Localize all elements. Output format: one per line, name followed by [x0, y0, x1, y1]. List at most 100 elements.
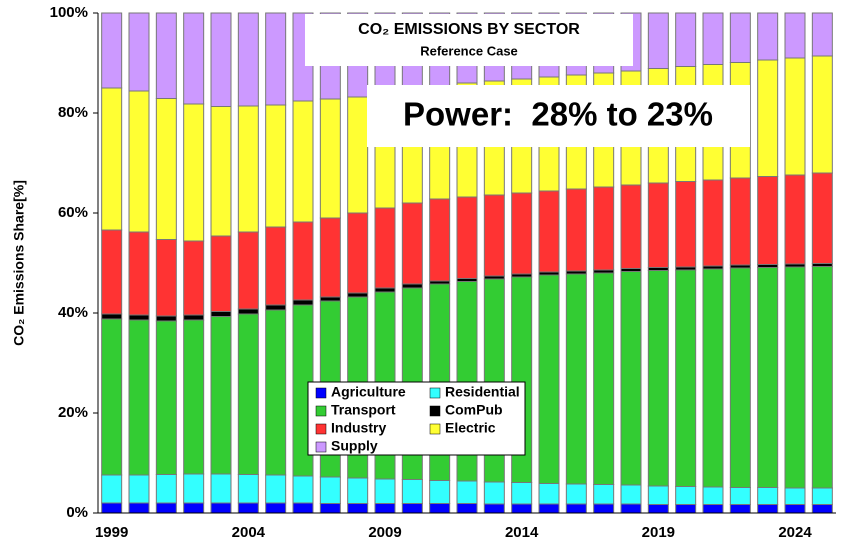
- bar-segment: [675, 269, 697, 487]
- bar-segment: [784, 266, 806, 489]
- bar-segment: [729, 12, 751, 63]
- bar-segment: [647, 504, 669, 514]
- bar-segment: [483, 481, 505, 505]
- bar-segment: [347, 292, 369, 298]
- y-tick-label: 80%: [58, 104, 88, 121]
- bar-segment: [429, 503, 451, 514]
- annotation: Power: 28% to 23%: [403, 96, 713, 133]
- bar-segment: [292, 475, 314, 504]
- bar-segment: [702, 268, 724, 488]
- bar-segment: [757, 59, 779, 177]
- bar-segment: [265, 474, 287, 504]
- bar-segment: [401, 503, 423, 514]
- bar-segment: [538, 274, 560, 484]
- bar-segment: [401, 283, 423, 289]
- bar-segment: [456, 480, 478, 504]
- x-tick-label: 2024: [778, 524, 812, 541]
- bar-segment: [292, 502, 314, 514]
- legend-swatch: [429, 387, 441, 399]
- bar-segment: [183, 240, 205, 316]
- bar-segment: [620, 484, 642, 505]
- bar-segment: [374, 478, 396, 504]
- bar-segment: [155, 474, 177, 504]
- bar-segment: [265, 309, 287, 476]
- bar-segment: [237, 231, 259, 310]
- legend-label: Agriculture: [331, 384, 406, 400]
- bar-segment: [511, 503, 533, 514]
- legend-swatch: [315, 441, 327, 453]
- bar-segment: [811, 12, 833, 57]
- bar-segment: [729, 487, 751, 505]
- bar-segment: [155, 320, 177, 475]
- bar-segment: [183, 103, 205, 242]
- bar-segment: [319, 296, 341, 302]
- bar-segment: [729, 177, 751, 266]
- legend-swatch: [315, 387, 327, 399]
- bar-segment: [483, 503, 505, 514]
- bar-segment: [319, 503, 341, 514]
- bar-segment: [265, 12, 287, 106]
- legend-swatch: [315, 405, 327, 417]
- bar-segment: [128, 474, 150, 504]
- bar-segment: [183, 12, 205, 105]
- bar-segment: [511, 192, 533, 275]
- x-tick-label: 2004: [232, 524, 266, 541]
- bar-segment: [757, 487, 779, 505]
- legend-label: Industry: [331, 420, 386, 436]
- bar-segment: [292, 221, 314, 301]
- bar-segment: [265, 104, 287, 228]
- title-box: [305, 14, 633, 66]
- bar-segment: [757, 176, 779, 265]
- bar-segment: [155, 239, 177, 317]
- bar-segment: [210, 473, 232, 504]
- bar-segment: [374, 503, 396, 514]
- legend-label: Supply: [331, 438, 378, 454]
- bar-segment: [784, 487, 806, 505]
- bar-segment: [101, 502, 123, 514]
- bar-segment: [647, 270, 669, 487]
- legend-swatch: [315, 423, 327, 435]
- bar-segment: [702, 179, 724, 267]
- bar-segment: [128, 90, 150, 233]
- y-tick-label: 60%: [58, 204, 88, 221]
- bar-segment: [811, 504, 833, 514]
- bar-segment: [183, 502, 205, 514]
- x-tick-label: 2014: [505, 524, 539, 541]
- bar-segment: [784, 504, 806, 514]
- bar-segment: [593, 484, 615, 505]
- bar-segment: [565, 483, 587, 505]
- bar-segment: [538, 503, 560, 514]
- bar-segment: [101, 229, 123, 315]
- bar-segment: [620, 184, 642, 269]
- bar-segment: [319, 217, 341, 298]
- bar-segment: [620, 271, 642, 486]
- bar-segment: [593, 503, 615, 514]
- bar-segment: [511, 482, 533, 505]
- bar-segment: [811, 487, 833, 505]
- bar-segment: [374, 287, 396, 293]
- bar-segment: [128, 502, 150, 514]
- bar-segment: [811, 55, 833, 174]
- bar-segment: [237, 474, 259, 504]
- bar-segment: [647, 485, 669, 505]
- bar-segment: [101, 318, 123, 476]
- bar-segment: [565, 273, 587, 485]
- annotation-box: [367, 85, 750, 147]
- bar-segment: [538, 483, 560, 505]
- bar-segment: [456, 503, 478, 514]
- bar-segment: [319, 98, 341, 219]
- bar-segment: [374, 207, 396, 289]
- bar-segment: [237, 313, 259, 475]
- y-axis-label: CO₂ Emissions Share[%]: [11, 180, 27, 346]
- bar-segment: [347, 477, 369, 504]
- bar-segment: [265, 304, 287, 311]
- bar-segment: [101, 474, 123, 504]
- bar-segment: [647, 12, 669, 69]
- x-tick-label: 1999: [95, 524, 128, 541]
- bar-segment: [347, 96, 369, 214]
- bar-segment: [429, 198, 451, 282]
- bar-segment: [702, 12, 724, 65]
- bar-segment: [210, 235, 232, 312]
- bar-segment: [183, 314, 205, 321]
